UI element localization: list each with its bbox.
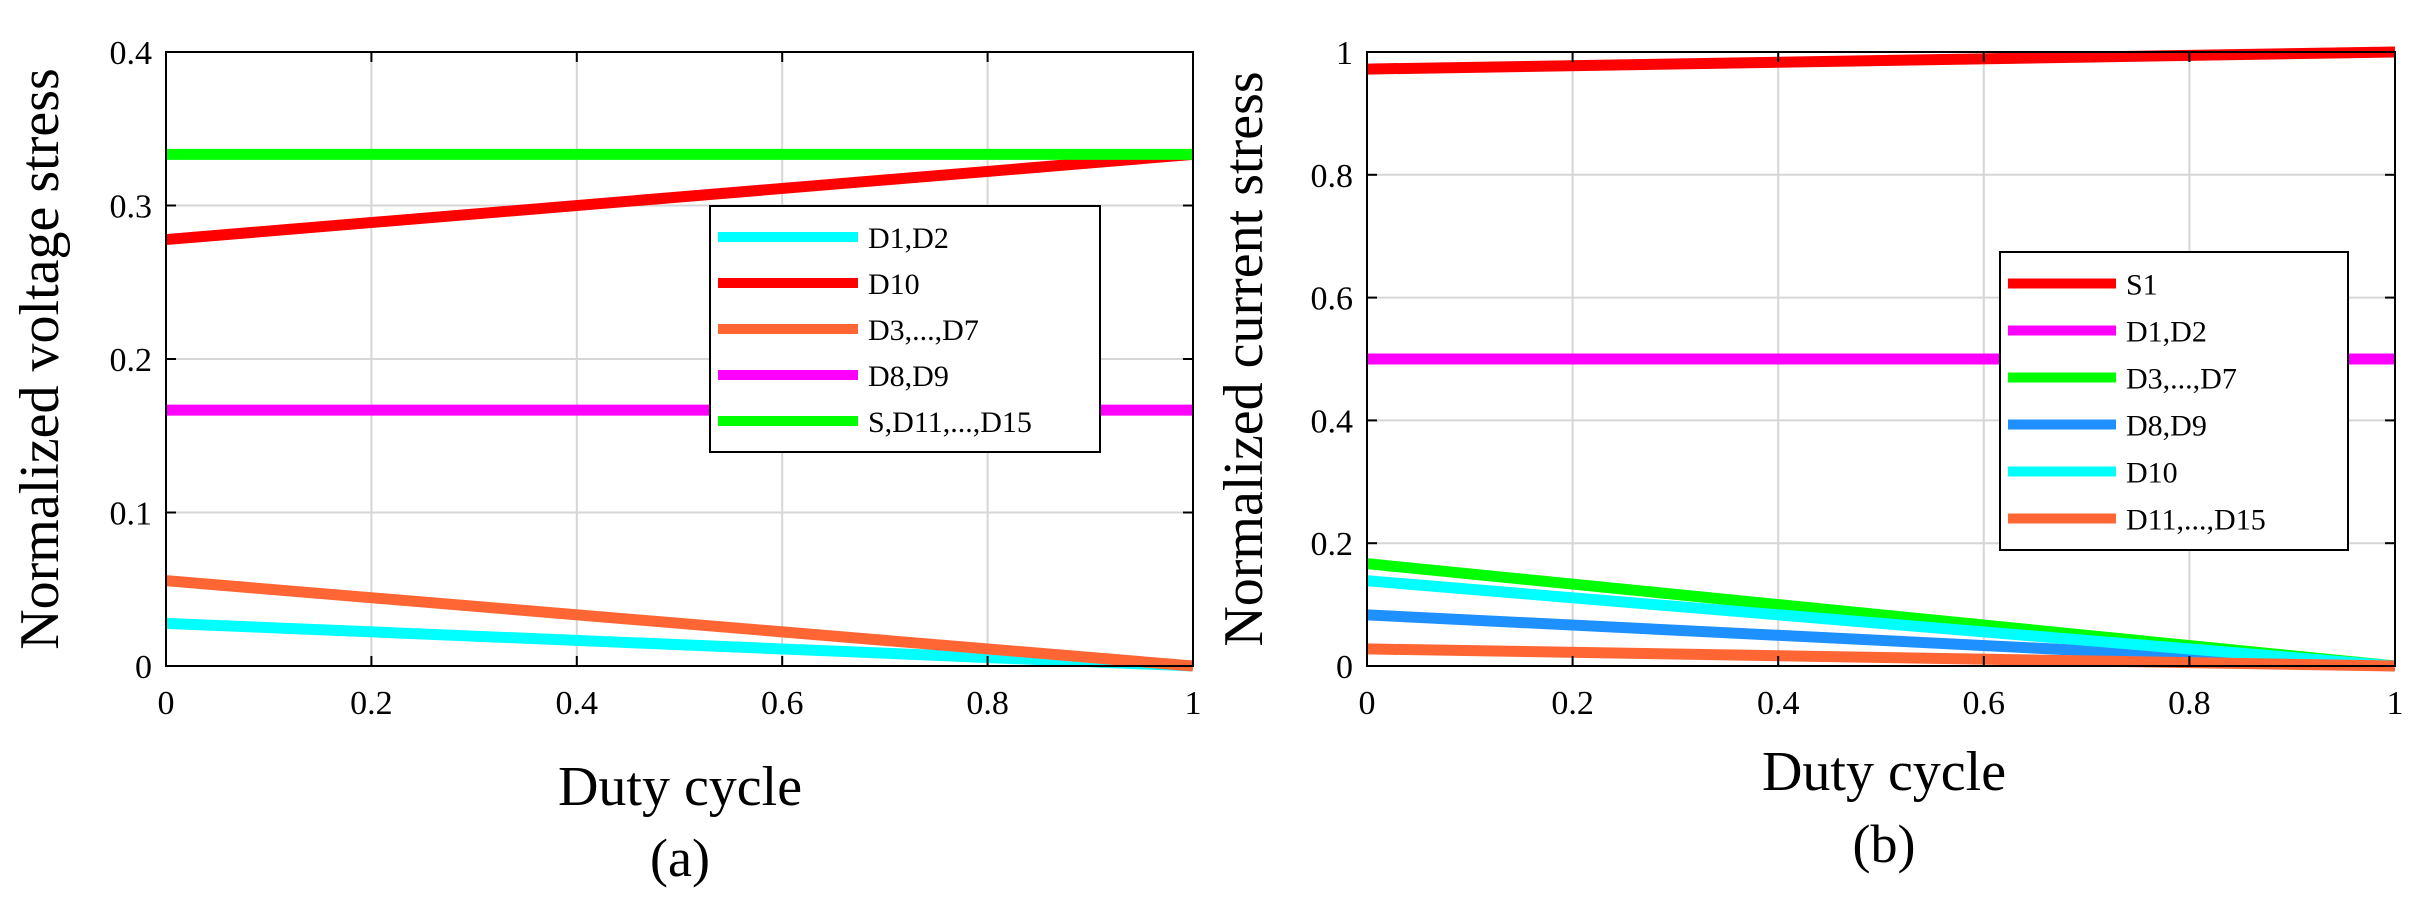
y-tick-label: 0: [1336, 649, 1353, 686]
y-tick-label: 0.8: [1311, 158, 1354, 195]
y-tick-label: 0: [135, 649, 152, 686]
legend-entry-label: S1: [2126, 269, 2158, 302]
y-tick-label: 0.1: [110, 496, 153, 533]
legend-entry-label: D8,D9: [2126, 410, 2207, 443]
x-tick-label: 0.4: [556, 685, 599, 722]
x-tick-label: 0.4: [1757, 685, 1800, 722]
legend-entry-label: D10: [868, 268, 920, 301]
legend-box: [1999, 251, 2349, 551]
y-tick-label: 0.2: [110, 342, 153, 379]
chart-b-x-ticks: 0 0.2 0.4 0.6 0.8 1: [1359, 52, 2404, 722]
series-line-d1-d2: [165, 617, 1194, 672]
series-line-d10: [1366, 575, 2396, 672]
y-tick-label: 0.4: [110, 35, 153, 72]
x-tick-label: 1: [2387, 685, 2404, 722]
x-tick-label: 0.8: [966, 685, 1009, 722]
series-line-d11-d15: [1366, 643, 2396, 672]
y-tick-label: 0.4: [1311, 403, 1354, 440]
x-tick-label: 0.8: [2168, 685, 2211, 722]
legend-entry-label: D1,D2: [868, 222, 949, 255]
chart-a-y-axis-label: Normalized voltage stress: [9, 68, 71, 650]
x-tick-label: 0: [1359, 685, 1376, 722]
chart-a-panel-label: (a): [650, 828, 710, 888]
legend-entry-label: D10: [2126, 457, 2178, 490]
chart-b-y-axis-label: Normalized current stress: [1213, 71, 1275, 646]
chart-b-legend: S1 D1,D2 D3,...,D7 D8,D9 D10 D11,...,D15: [1999, 251, 2349, 551]
y-tick-label: 0.6: [1311, 281, 1354, 318]
chart-a-x-axis-label: Duty cycle: [558, 756, 802, 818]
y-tick-label: 1: [1336, 35, 1353, 72]
y-tick-label: 0.2: [1311, 526, 1354, 563]
x-tick-label: 0.6: [1963, 685, 2006, 722]
chart-a-legend: D1,D2 D10 D3,...,D7 D8,D9 S,D11,...,D15: [709, 205, 1101, 453]
series-line-s1: [1366, 46, 2396, 75]
x-tick-label: 0: [158, 685, 175, 722]
chart-b-panel-label: (b): [1853, 814, 1916, 874]
legend-entry-label: D1,D2: [2126, 316, 2207, 349]
y-tick-label: 0.3: [110, 189, 153, 226]
legend-entry-label: D3,...,D7: [2126, 363, 2237, 396]
legend-entry-label: D3,...,D7: [868, 314, 979, 347]
chart-b-plot-frame: [1366, 51, 2396, 667]
x-tick-label: 0.6: [761, 685, 804, 722]
legend-entry-label: S,D11,...,D15: [868, 406, 1032, 439]
legend-entry-label: D8,D9: [868, 360, 949, 393]
x-tick-label: 0.2: [350, 685, 393, 722]
series-line-d10: [165, 148, 1194, 246]
chart-a-x-ticks: 0 0.2 0.4 0.6 0.8 1: [158, 52, 1202, 722]
x-tick-label: 0.2: [1551, 685, 1594, 722]
legend-entry-label: D11,...,D15: [2126, 504, 2266, 537]
series-line-d8-d9: [1366, 609, 2396, 672]
x-tick-label: 1: [1185, 685, 1202, 722]
chart-b: 0 0.2 0.4 0.6 0.8 1 0 0.2 0.4 0.6 0.8 1 Duty cycle…: [1213, 35, 2404, 874]
chart-a: 0 0.2 0.4 0.6 0.8 1 00.10.20.30.4 Duty cycle …: [9, 35, 1202, 888]
series-line-d3-d7: [165, 575, 1194, 672]
chart-b-y-ticks: 0 0.2 0.4 0.6 0.8 1: [1311, 35, 2395, 686]
chart-b-x-axis-label: Duty cycle: [1762, 741, 2006, 803]
chart-a-y-ticks: 0 0.1 0.2 0.3 0.4: [110, 35, 1193, 686]
